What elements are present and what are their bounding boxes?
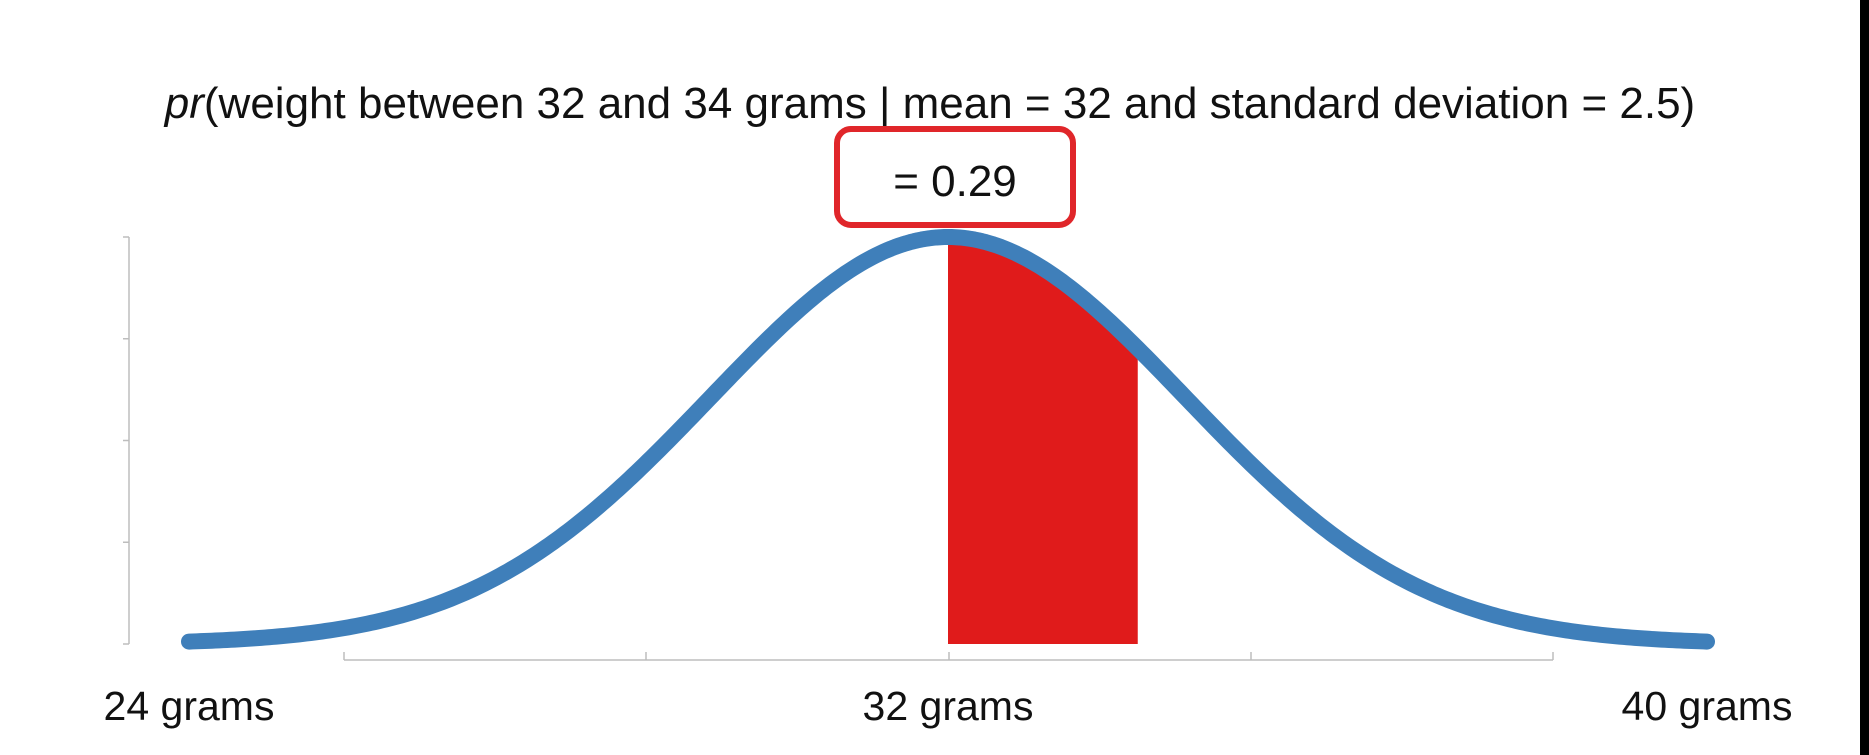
x-tick-label: 40 grams xyxy=(1622,683,1793,729)
x-tick-label: 24 grams xyxy=(104,683,275,729)
x-tick-label: 32 grams xyxy=(863,683,1034,729)
result-box xyxy=(834,126,1076,228)
title-prefix: pr xyxy=(163,79,206,128)
chart-title: pr(weight between 32 and 34 grams | mean… xyxy=(163,79,1695,128)
probability-value: = 0.29 xyxy=(893,157,1017,206)
shaded-probability-region xyxy=(948,237,1138,644)
plot-area xyxy=(181,229,1715,650)
axes xyxy=(123,236,1554,661)
x-tick-labels: 24 grams 32 grams 40 grams xyxy=(104,683,1793,729)
title-rest: (weight between 32 and 34 grams | mean =… xyxy=(204,79,1695,128)
result-callout: = 0.29 xyxy=(834,126,1076,228)
normal-curve-line xyxy=(181,229,1715,650)
